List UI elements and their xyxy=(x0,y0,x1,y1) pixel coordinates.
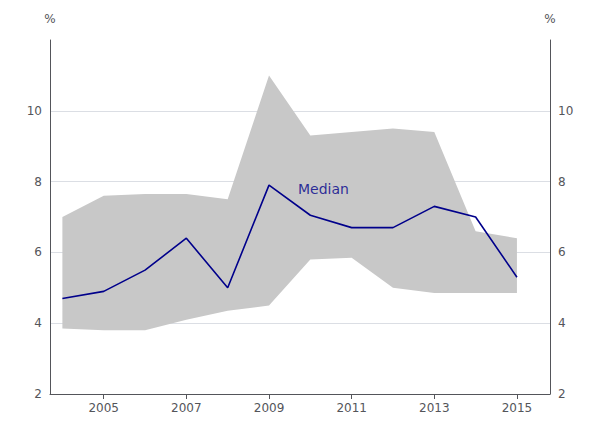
svg-text:2009: 2009 xyxy=(254,401,285,415)
svg-text:2005: 2005 xyxy=(88,401,119,415)
svg-text:2007: 2007 xyxy=(171,401,202,415)
svg-text:2011: 2011 xyxy=(336,401,367,415)
svg-text:%: % xyxy=(544,12,555,26)
svg-text:8: 8 xyxy=(558,175,566,189)
svg-text:10: 10 xyxy=(558,104,573,118)
svg-text:4: 4 xyxy=(558,316,566,330)
svg-text:10: 10 xyxy=(27,104,42,118)
svg-text:%: % xyxy=(44,12,55,26)
svg-text:4: 4 xyxy=(34,316,42,330)
svg-text:2: 2 xyxy=(34,387,42,401)
svg-text:6: 6 xyxy=(34,245,42,259)
svg-text:2: 2 xyxy=(558,387,566,401)
svg-text:2015: 2015 xyxy=(502,401,533,415)
svg-text:Median: Median xyxy=(298,181,349,197)
svg-text:2013: 2013 xyxy=(419,401,450,415)
svg-text:8: 8 xyxy=(34,175,42,189)
svg-text:6: 6 xyxy=(558,245,566,259)
